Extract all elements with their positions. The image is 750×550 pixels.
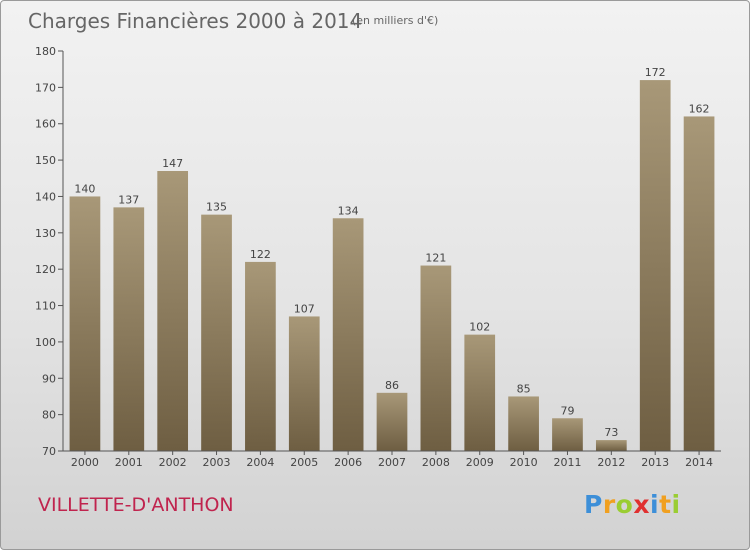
bar-value-label: 137	[118, 193, 139, 206]
bar-2003	[201, 214, 232, 451]
brand-letter: t	[659, 490, 672, 519]
bar-2014	[683, 116, 715, 452]
bar-2006	[332, 218, 364, 451]
x-tick-label: 2000	[71, 456, 99, 469]
brand-letter: i	[671, 490, 681, 519]
bar-value-label: 162	[689, 102, 710, 115]
y-tick-label: 160	[35, 118, 56, 131]
bar-value-label: 122	[250, 248, 271, 261]
bar-2013	[639, 80, 671, 451]
bar-value-label: 73	[604, 426, 618, 439]
x-tick-label: 2008	[422, 456, 450, 469]
bar-value-label: 135	[206, 201, 227, 214]
y-tick-label: 80	[42, 409, 56, 422]
x-tick-label: 2010	[510, 456, 538, 469]
x-tick-label: 2009	[466, 456, 494, 469]
brand-logo: Proxiti	[584, 490, 681, 519]
x-tick-label: 2003	[203, 456, 231, 469]
y-tick-label: 100	[35, 336, 56, 349]
bar-2009	[464, 334, 496, 451]
x-tick-label: 2004	[246, 456, 274, 469]
y-tick-label: 130	[35, 227, 56, 240]
brand-letter: P	[584, 490, 603, 519]
bar-value-label: 86	[385, 379, 399, 392]
place-name: VILLETTE-D'ANTHON	[38, 494, 234, 516]
bars: 140 137 147 135 122 107 134 86 121 102 85 79 73 172 16…	[69, 66, 715, 452]
x-tick-label: 2005	[290, 456, 318, 469]
y-tick-label: 90	[42, 372, 56, 385]
x-tick-label: 2012	[597, 456, 625, 469]
bar-value-label: 140	[74, 182, 95, 195]
x-tick-label: 2006	[334, 456, 362, 469]
brand-letter: o	[615, 490, 634, 519]
y-tick-label: 180	[35, 45, 56, 58]
y-axis: 70 80 90 100 110 120 130 140 150 160 170 180	[35, 45, 64, 458]
bar-value-label: 102	[469, 321, 490, 334]
bar-2012	[595, 440, 627, 451]
y-tick-label: 110	[35, 300, 56, 313]
bar-2008	[420, 265, 452, 451]
y-tick-label: 170	[35, 81, 56, 94]
x-tick-label: 2014	[685, 456, 713, 469]
x-tick-label: 2011	[553, 456, 581, 469]
bar-value-label: 107	[294, 302, 315, 315]
x-axis: 2000 2001 2002 2003 2004 2005 2006 2007 2008 2009…	[63, 450, 721, 469]
chart-subtitle: (en milliers d'€)	[352, 14, 439, 27]
y-tick-label: 120	[35, 263, 56, 276]
bar-value-label: 147	[162, 157, 183, 170]
bar-2001	[113, 207, 145, 451]
brand-letter: i	[650, 490, 660, 519]
bar-2002	[157, 171, 189, 451]
bar-2005	[288, 316, 320, 451]
y-tick-label: 70	[42, 445, 56, 458]
bar-value-label: 121	[425, 252, 446, 265]
x-tick-label: 2001	[115, 456, 143, 469]
chart-title: Charges Financières 2000 à 2014	[28, 9, 363, 33]
bar-2011	[552, 418, 583, 451]
bar-value-label: 85	[517, 382, 531, 395]
bar-2007	[376, 392, 408, 451]
x-tick-label: 2013	[641, 456, 669, 469]
bar-value-label: 79	[560, 404, 574, 417]
bar-2004	[245, 261, 276, 451]
y-tick-label: 140	[35, 190, 56, 203]
bar-value-label: 134	[338, 204, 359, 217]
bar-2010	[508, 396, 539, 451]
x-tick-label: 2007	[378, 456, 406, 469]
brand-letter: x	[633, 490, 650, 519]
x-tick-label: 2002	[159, 456, 187, 469]
bar-2000	[69, 196, 101, 451]
y-tick-label: 150	[35, 154, 56, 167]
brand-letter: r	[602, 490, 616, 519]
bar-value-label: 172	[645, 66, 666, 79]
